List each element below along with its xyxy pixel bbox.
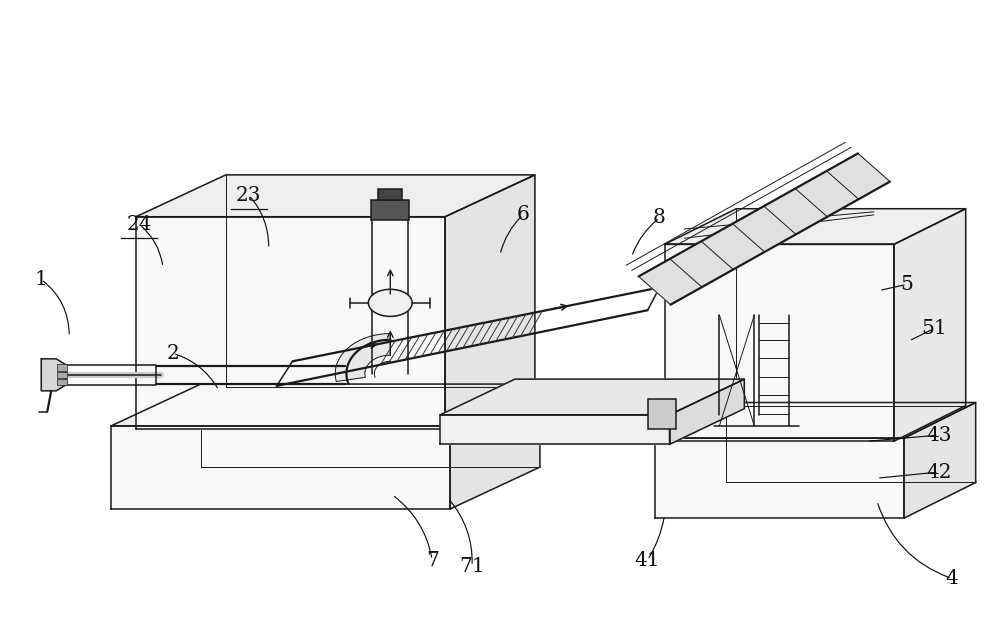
Text: 2: 2 — [167, 344, 179, 363]
Bar — [648, 399, 676, 429]
Text: 41: 41 — [635, 551, 660, 570]
Text: 4: 4 — [945, 569, 958, 588]
Circle shape — [368, 289, 412, 316]
Text: 23: 23 — [236, 185, 261, 205]
Polygon shape — [440, 379, 744, 415]
Bar — [378, 189, 402, 200]
Polygon shape — [335, 334, 390, 381]
Text: 8: 8 — [653, 208, 666, 227]
Polygon shape — [41, 359, 66, 391]
Polygon shape — [655, 402, 976, 438]
Text: 7: 7 — [426, 551, 439, 570]
Polygon shape — [111, 426, 450, 509]
Polygon shape — [111, 384, 540, 426]
Text: 1: 1 — [35, 270, 48, 289]
Bar — [57, 379, 67, 385]
Polygon shape — [450, 384, 540, 509]
Text: 42: 42 — [926, 462, 952, 481]
Polygon shape — [665, 244, 894, 441]
Polygon shape — [655, 438, 904, 518]
Text: 51: 51 — [921, 319, 947, 338]
Polygon shape — [639, 153, 890, 305]
Text: 43: 43 — [926, 426, 952, 444]
Text: 6: 6 — [516, 205, 529, 224]
Bar — [57, 372, 67, 378]
Polygon shape — [440, 415, 670, 444]
Text: 71: 71 — [459, 557, 485, 575]
Text: 24: 24 — [126, 214, 152, 234]
Polygon shape — [894, 209, 966, 441]
Text: 5: 5 — [900, 275, 913, 294]
Polygon shape — [136, 175, 535, 217]
Polygon shape — [670, 379, 744, 444]
Bar — [57, 365, 67, 371]
Polygon shape — [904, 402, 976, 518]
Polygon shape — [136, 217, 445, 429]
Polygon shape — [665, 209, 966, 244]
Bar — [371, 200, 409, 220]
Polygon shape — [445, 175, 535, 429]
